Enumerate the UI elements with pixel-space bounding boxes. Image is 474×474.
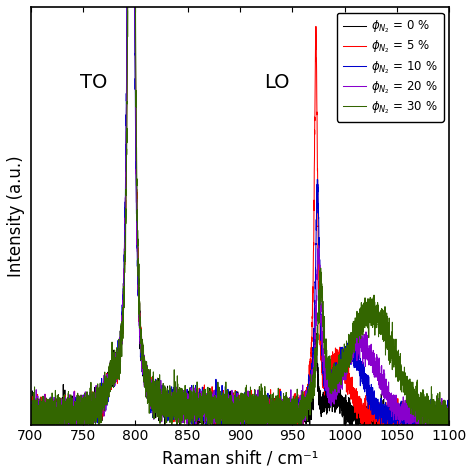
$\phi_{N_2}$ = 20 % (188, 385, 193, 391)
$\phi_{N_2}$ = 30 % (372, 318, 378, 324)
Y-axis label: Intensity (a.u.): Intensity (a.u.) (7, 155, 25, 277)
X-axis label: Raman shift / cm⁻¹: Raman shift / cm⁻¹ (162, 449, 318, 467)
$\phi_{N_2}$ = 0 % (27, 414, 33, 420)
$\phi_{N_2}$ = 10 % (372, 399, 378, 404)
$\phi_{N_2}$ = 10 % (28, 422, 34, 428)
$\phi_{N_2}$ = 5 % (29, 422, 35, 428)
$\phi_{N_2}$ = 5 % (27, 410, 33, 416)
$\phi_{N_2}$ = 30 % (279, 404, 285, 410)
$\phi_{N_2}$ = 10 % (300, 406, 306, 411)
$\phi_{N_2}$ = 5 % (300, 392, 306, 397)
$\phi_{N_2}$ = 5 % (372, 411, 378, 417)
$\phi_{N_2}$ = 20 % (447, 391, 452, 397)
$\phi_{N_2}$ = 30 % (104, 383, 109, 389)
$\phi_{N_2}$ = 20 % (372, 374, 378, 380)
$\phi_{N_2}$ = 0 % (104, 385, 109, 391)
$\phi_{N_2}$ = 20 % (300, 417, 306, 422)
$\phi_{N_2}$ = 30 % (447, 400, 452, 405)
$\phi_{N_2}$ = 0 % (372, 410, 378, 415)
Legend: $\phi_{N_2}$ = 0 %, $\phi_{N_2}$ = 5 %, $\phi_{N_2}$ = 10 %, $\phi_{N_2}$ = 20 %: $\phi_{N_2}$ = 0 %, $\phi_{N_2}$ = 5 %, … (337, 13, 444, 122)
Line: $\phi_{N_2}$ = 10 %: $\phi_{N_2}$ = 10 % (30, 0, 449, 425)
$\phi_{N_2}$ = 5 % (104, 375, 109, 381)
$\phi_{N_2}$ = 5 % (447, 409, 452, 414)
Text: LO: LO (264, 73, 289, 91)
$\phi_{N_2}$ = 20 % (104, 383, 109, 388)
$\phi_{N_2}$ = 30 % (27, 418, 33, 424)
$\phi_{N_2}$ = 20 % (340, 376, 346, 382)
$\phi_{N_2}$ = 20 % (279, 421, 285, 427)
$\phi_{N_2}$ = 10 % (27, 398, 33, 404)
$\phi_{N_2}$ = 10 % (104, 386, 109, 392)
$\phi_{N_2}$ = 5 % (279, 419, 285, 425)
$\phi_{N_2}$ = 20 % (27, 402, 33, 408)
$\phi_{N_2}$ = 0 % (447, 422, 452, 428)
Line: $\phi_{N_2}$ = 30 %: $\phi_{N_2}$ = 30 % (30, 0, 449, 425)
$\phi_{N_2}$ = 30 % (188, 396, 193, 401)
Line: $\phi_{N_2}$ = 0 %: $\phi_{N_2}$ = 0 % (30, 0, 449, 425)
$\phi_{N_2}$ = 0 % (279, 408, 285, 413)
$\phi_{N_2}$ = 30 % (340, 355, 346, 360)
$\phi_{N_2}$ = 5 % (340, 360, 346, 365)
$\phi_{N_2}$ = 5 % (188, 392, 193, 397)
$\phi_{N_2}$ = 10 % (340, 360, 346, 366)
$\phi_{N_2}$ = 0 % (188, 396, 193, 402)
$\phi_{N_2}$ = 0 % (340, 398, 346, 403)
$\phi_{N_2}$ = 30 % (300, 405, 306, 411)
$\phi_{N_2}$ = 0 % (28, 422, 34, 428)
Line: $\phi_{N_2}$ = 5 %: $\phi_{N_2}$ = 5 % (30, 0, 449, 425)
$\phi_{N_2}$ = 30 % (28, 422, 34, 428)
$\phi_{N_2}$ = 20 % (28, 422, 34, 428)
$\phi_{N_2}$ = 10 % (188, 402, 193, 408)
$\phi_{N_2}$ = 10 % (279, 418, 285, 423)
$\phi_{N_2}$ = 0 % (300, 410, 306, 416)
Line: $\phi_{N_2}$ = 20 %: $\phi_{N_2}$ = 20 % (30, 0, 449, 425)
$\phi_{N_2}$ = 10 % (447, 422, 452, 428)
Text: TO: TO (80, 73, 107, 91)
